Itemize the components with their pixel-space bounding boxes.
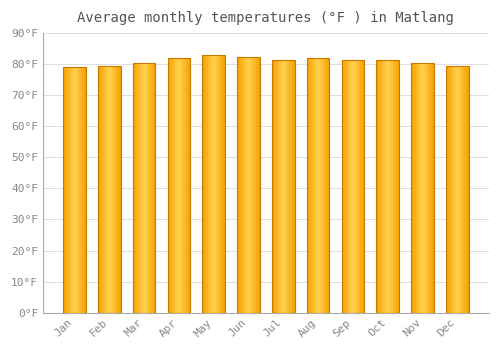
Bar [98,66,120,313]
Bar [133,63,156,313]
Bar [237,56,260,313]
Bar [376,60,399,313]
Bar [63,67,86,313]
Bar [342,60,364,313]
Bar [411,63,434,313]
Title: Average monthly temperatures (°F ) in Matlang: Average monthly temperatures (°F ) in Ma… [78,11,454,25]
Bar [202,55,225,313]
Bar [307,58,330,313]
Bar [446,66,468,313]
Bar [168,58,190,313]
Bar [272,60,294,313]
